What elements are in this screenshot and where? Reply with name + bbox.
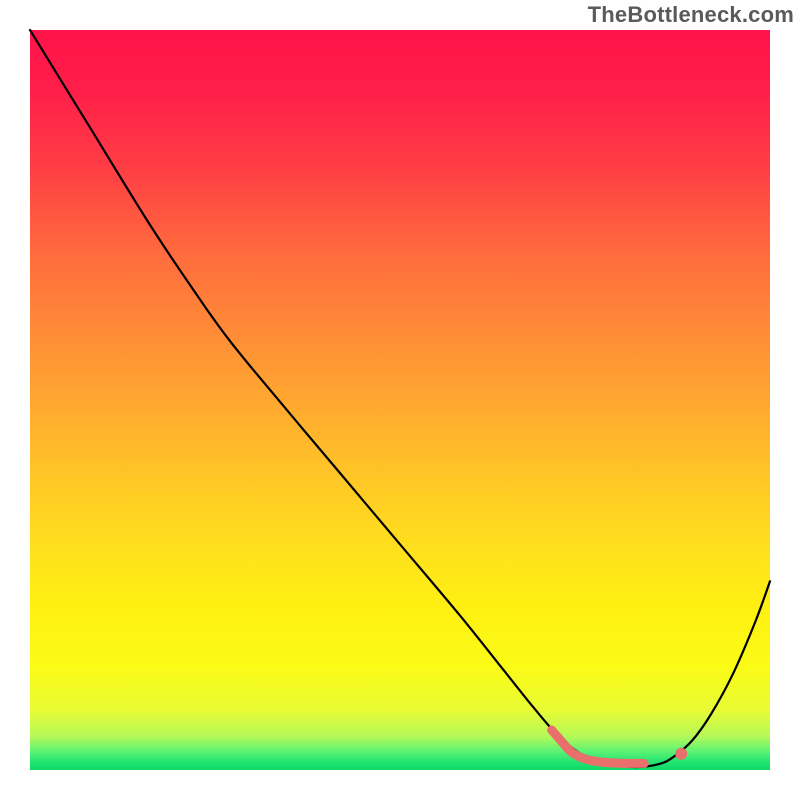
- highlight-dot: [675, 748, 687, 760]
- bottleneck-chart: [0, 0, 800, 800]
- plot-background: [30, 30, 770, 770]
- chart-container: TheBottleneck.com: [0, 0, 800, 800]
- watermark: TheBottleneck.com: [588, 2, 794, 28]
